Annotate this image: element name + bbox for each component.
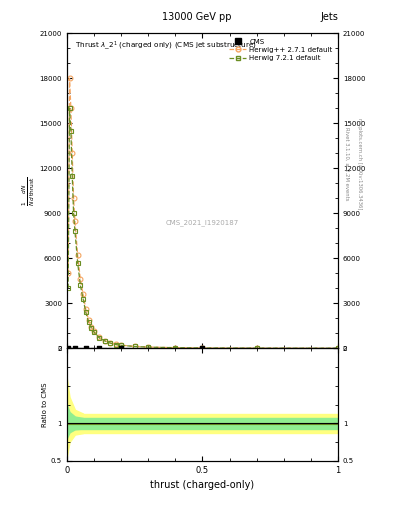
- Point: [199, 344, 206, 352]
- Text: 13000 GeV pp: 13000 GeV pp: [162, 12, 231, 22]
- X-axis label: thrust (charged-only): thrust (charged-only): [151, 480, 254, 490]
- Point: [118, 344, 124, 352]
- Point: [65, 344, 71, 352]
- Point: [72, 344, 78, 352]
- Text: mcplots.cern.ch [arXiv:1306.3436]: mcplots.cern.ch [arXiv:1306.3436]: [357, 118, 362, 209]
- Text: Thrust $\lambda\_2^1$ (charged only) (CMS jet substructure): Thrust $\lambda\_2^1$ (charged only) (CM…: [75, 39, 257, 52]
- Y-axis label: $\frac{1}{N}\frac{dN}{d\,\mathrm{thrust}}$: $\frac{1}{N}\frac{dN}{d\,\mathrm{thrust}…: [20, 176, 37, 206]
- Point: [83, 344, 89, 352]
- Legend: CMS, Herwig++ 2.7.1 default, Herwig 7.2.1 default: CMS, Herwig++ 2.7.1 default, Herwig 7.2.…: [227, 37, 334, 63]
- Text: CMS_2021_I1920187: CMS_2021_I1920187: [166, 219, 239, 226]
- Y-axis label: Ratio to CMS: Ratio to CMS: [42, 382, 48, 427]
- Text: Rivet 3.1.10, ≥ 2.2M events: Rivet 3.1.10, ≥ 2.2M events: [344, 127, 349, 201]
- Text: Jets: Jets: [320, 12, 338, 22]
- Point: [96, 344, 103, 352]
